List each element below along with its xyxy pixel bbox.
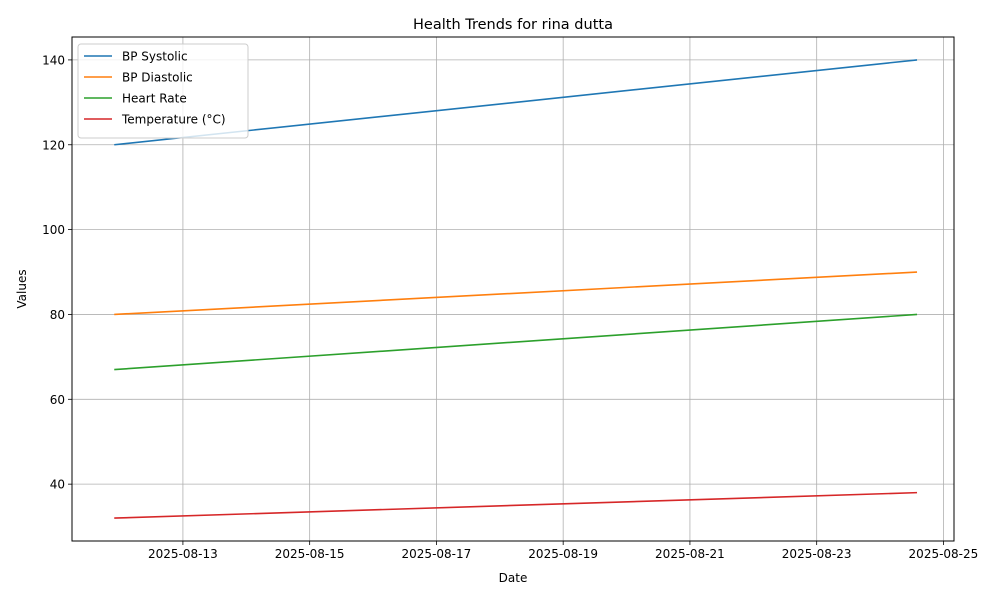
legend: BP Systolic BP Diastolic Heart Rate Tempera… — [77, 43, 249, 139]
legend-label: BP Diastolic — [122, 71, 193, 85]
series-line-3 — [114, 491, 918, 519]
plot-area-frame — [71, 36, 955, 542]
legend-label: Temperature (°C) — [121, 113, 226, 127]
x-tick-label: 2025-08-23 — [782, 547, 852, 561]
legend-box — [77, 43, 249, 139]
y-tick-label: 100 — [42, 223, 65, 237]
legend-label: BP Systolic — [122, 50, 188, 64]
y-tick-label: 120 — [42, 138, 65, 152]
chart-title: Health Trends for rina dutta — [413, 17, 613, 33]
y-tick-label: 140 — [42, 53, 65, 67]
x-tick-label: 2025-08-17 — [402, 547, 472, 561]
x-tick-label: 2025-08-15 — [275, 547, 345, 561]
y-tick-label: 60 — [50, 393, 65, 407]
grid — [72, 37, 954, 541]
x-tick-label: 2025-08-13 — [148, 547, 218, 561]
x-axis-label: Date — [499, 571, 528, 585]
legend-label: Heart Rate — [122, 92, 187, 106]
x-tick-label: 2025-08-25 — [909, 547, 979, 561]
series-line-1 — [114, 271, 918, 316]
y-axis-ticks: 40 60 80 100 120 140 — [42, 53, 72, 492]
series-line-2 — [114, 313, 918, 371]
x-tick-label: 2025-08-21 — [655, 547, 725, 561]
x-axis-ticks: 2025-08-13 2025-08-15 2025-08-17 2025-08-19… — [148, 541, 978, 561]
x-tick-label: 2025-08-19 — [528, 547, 598, 561]
y-tick-label: 80 — [50, 308, 65, 322]
y-axis-label: Values — [15, 269, 29, 308]
y-tick-label: 40 — [50, 478, 65, 492]
